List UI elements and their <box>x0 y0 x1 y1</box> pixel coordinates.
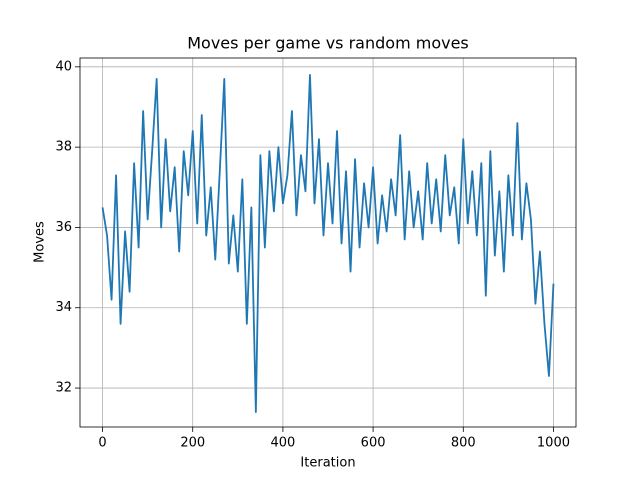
data-line <box>101 73 555 414</box>
x-tick-label: 800 <box>451 436 476 451</box>
x-tick-label: 0 <box>98 436 106 451</box>
y-tick-label: 40 <box>55 59 72 74</box>
x-axis-label: Iteration <box>300 456 355 471</box>
x-tick-label: 200 <box>180 436 205 451</box>
y-axis-label: Moves <box>33 221 48 263</box>
x-tick-label: 1000 <box>537 436 570 451</box>
x-tick-label: 600 <box>361 436 386 451</box>
y-tick-label: 36 <box>55 220 72 235</box>
y-tick-label: 38 <box>55 140 72 155</box>
y-tick-label: 32 <box>55 381 72 396</box>
x-tick-label: 400 <box>270 436 295 451</box>
chart-title: Moves per game vs random moves <box>187 34 469 53</box>
plot-frame <box>79 57 577 428</box>
y-tick-label: 34 <box>55 300 72 315</box>
